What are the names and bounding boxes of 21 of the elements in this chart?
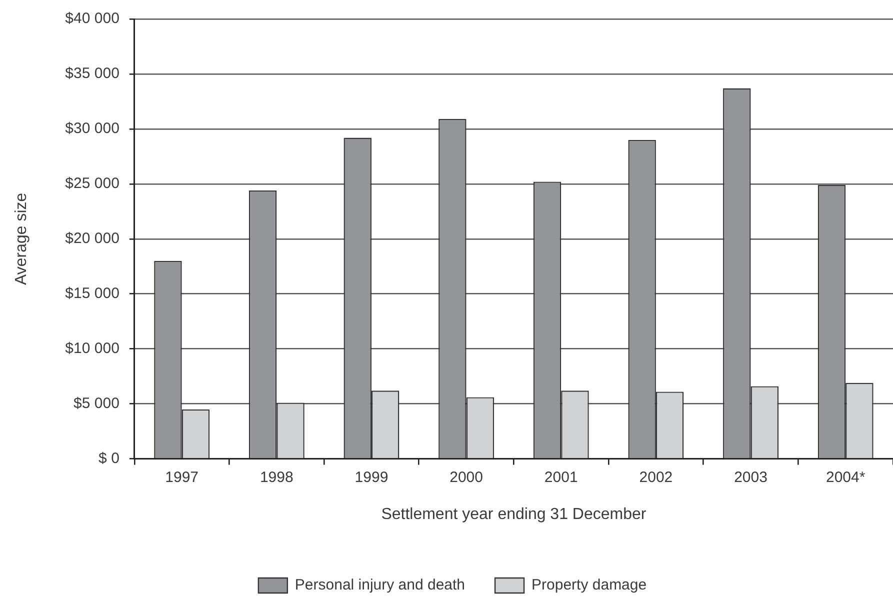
y-tick-label: $20 000 [65, 230, 120, 248]
x-axis-title: Settlement year ending 31 December [381, 506, 647, 523]
x-tick-label: 2000 [450, 468, 483, 486]
y-tick-label: $25 000 [65, 175, 120, 192]
y-tick-label: $10 000 [65, 340, 120, 357]
x-tick-label: 1999 [354, 468, 388, 486]
y-axis-title: Average size [13, 192, 30, 285]
x-tick-label: 1998 [260, 468, 294, 486]
y-tick-label: $ 0 [98, 450, 120, 467]
y-tick-label: $35 000 [65, 65, 120, 82]
y-tick-label: $15 000 [65, 285, 120, 302]
x-tick-label: 2001 [544, 468, 578, 486]
legend-label: Property damage [532, 576, 647, 594]
legend-label: Personal injury and death [294, 576, 466, 594]
x-tick-label: 2002 [639, 468, 673, 486]
x-tick-label: 2003 [734, 468, 768, 486]
y-tick-label: $40 000 [65, 10, 120, 28]
y-tick-label: $30 000 [65, 120, 120, 138]
y-tick-label: $5 000 [74, 394, 120, 412]
x-tick-label: 1997 [165, 468, 199, 486]
x-tick-label: 2004* [826, 468, 866, 486]
